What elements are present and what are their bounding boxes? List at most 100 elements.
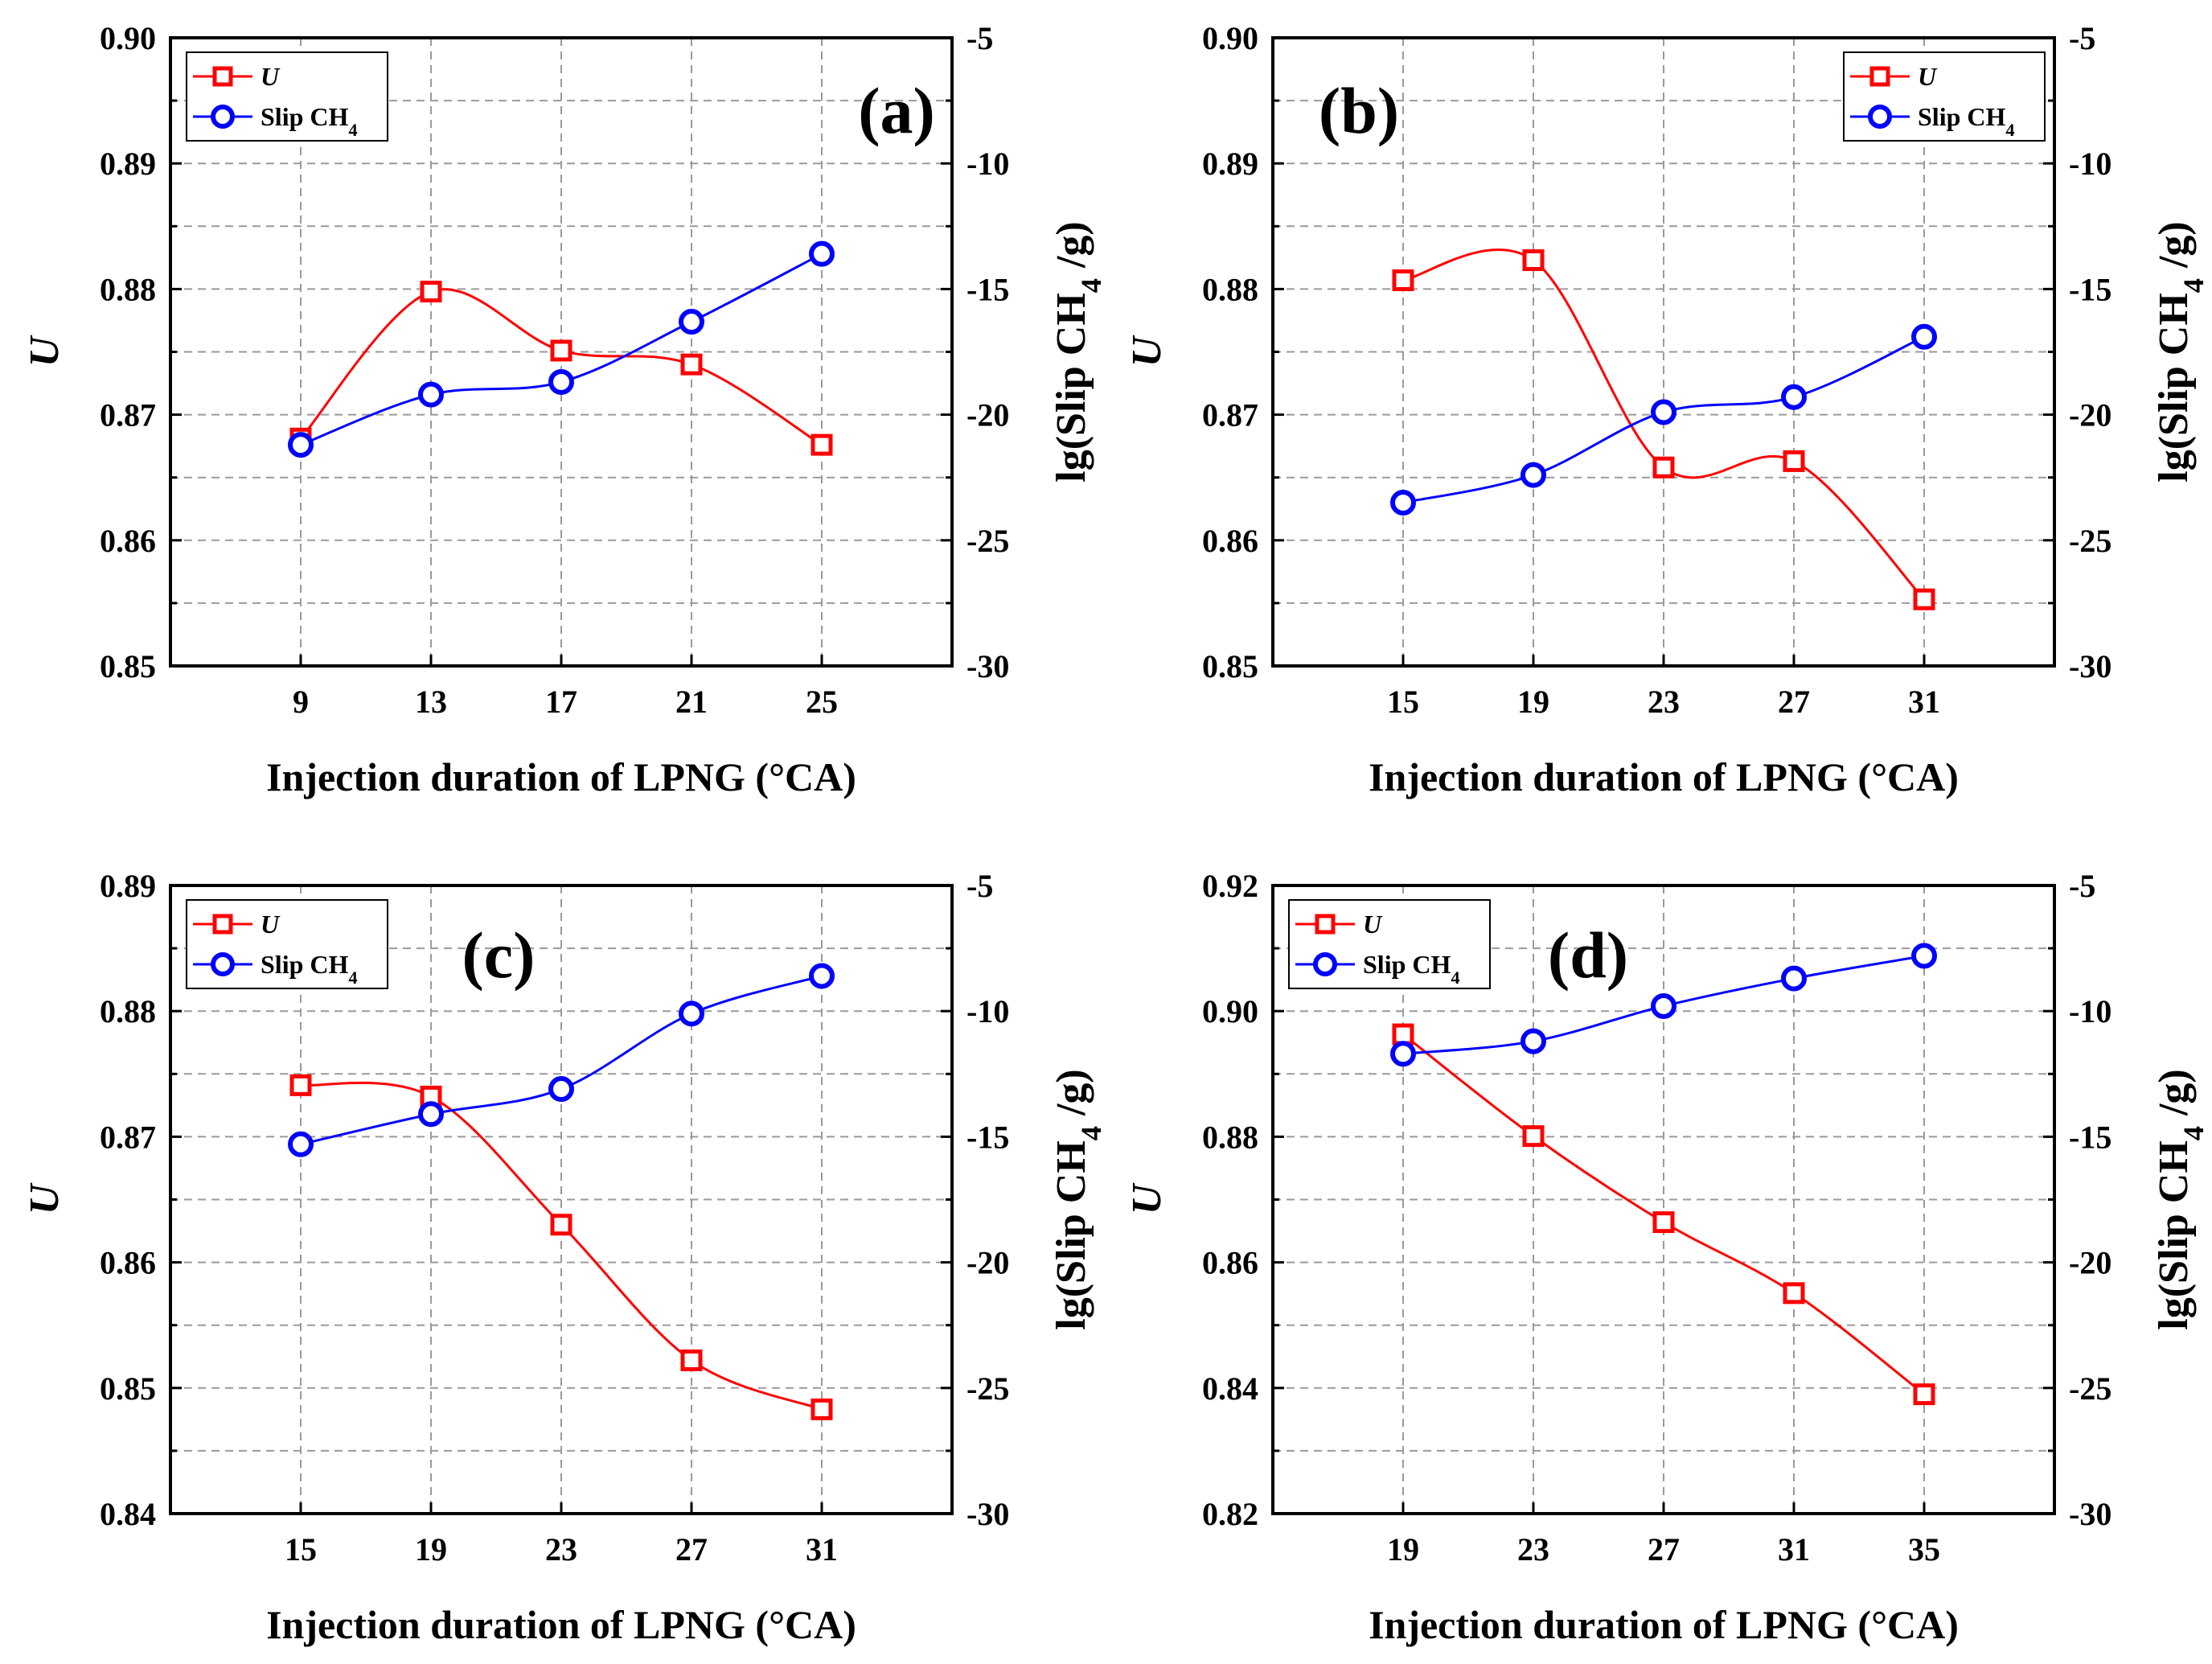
data-point-u [1913,1383,1935,1406]
y2-tick-label: -25 [2069,1370,2111,1407]
y2-axis-title: lg(Slip CH4 /g) [1049,221,1107,482]
y2-axis-title: lg(Slip CH4 /g) [2151,1069,2210,1329]
x-tick-label: 23 [1517,1531,1549,1567]
legend-marker-u [212,914,233,935]
x-axis-title: Injection duration of LPNG (°CA) [1369,754,1959,799]
y-axis-title: U [22,335,68,367]
x-tick-label: 15 [285,1531,317,1567]
x-tick-label: 9 [293,684,309,720]
y-tick-label: 0.85 [1202,648,1258,684]
axis-ticks [170,884,952,1515]
y-tick-label: 0.82 [1202,1496,1258,1532]
x-tick-label: 25 [806,684,838,720]
data-point-u [680,353,703,376]
legend-marker-u [1315,914,1336,935]
gridlines [1273,38,2054,666]
data-point-slip-ch4 [418,381,444,408]
gridlines [170,38,952,666]
legend: U Slip CH4 [186,899,388,989]
y-tick-label: 0.92 [1202,868,1258,904]
data-point-slip-ch4 [809,240,835,267]
y-tick-label: 0.85 [100,1370,156,1407]
legend-label-u: U [1363,910,1383,939]
data-point-slip-ch4 [1781,965,1807,992]
gridlines [170,885,952,1514]
legend-label-slip-ch4: Slip CH4 [261,102,358,140]
legend-marker-slip-ch4 [1868,105,1892,129]
x-tick-label: 27 [1648,1531,1680,1567]
legend-marker-slip-ch4 [211,105,235,129]
x-tick-label: 19 [1517,684,1549,720]
x-axis-title: Injection duration of LPNG (°CA) [266,754,856,799]
data-point-slip-ch4 [1520,1028,1546,1054]
panel-label: (b) [1319,74,1399,147]
legend: U Slip CH4 [1843,51,2046,142]
axis-ticks [170,36,952,668]
y-tick-label: 0.89 [100,868,156,904]
data-point-slip-ch4 [418,1101,444,1128]
y2-tick-label: -30 [966,648,1009,684]
legend: U Slip CH4 [1288,899,1491,989]
chart-panel-c: 15 19 23 27 31 0.84 0.85 0.86 0.87 0.88 0.89 -30 -25… [22,868,1107,1647]
y-axis-title: U [1124,1182,1170,1214]
data-point-slip-ch4 [1651,992,1676,1019]
data-point-u [550,1214,572,1236]
data-point-slip-ch4 [1390,1041,1416,1067]
y-axis-title: U [1124,335,1170,367]
data-point-u [1392,269,1414,291]
legend-label-u: U [261,910,281,939]
data-point-slip-ch4 [1651,399,1676,425]
y2-tick-label: -15 [2069,1119,2111,1155]
data-point-slip-ch4 [679,309,704,335]
x-tick-label: 31 [1908,684,1940,720]
y-axis-title: U [22,1182,68,1214]
legend-label-u: U [261,62,281,91]
data-point-slip-ch4 [809,963,835,989]
y2-tick-label: -10 [2069,146,2111,182]
y-tick-label: 0.88 [1202,1119,1258,1155]
chart-panel-d: 19 23 27 31 35 0.82 0.84 0.86 0.88 0.90 0.92 -30 -25… [1124,868,2210,1647]
panel-label: (d) [1548,918,1628,992]
y2-tick-label: -15 [966,271,1009,307]
y2-tick-label: -10 [966,146,1009,182]
data-point-u [1652,1211,1675,1234]
data-point-u [420,281,442,303]
y-tick-label: 0.86 [100,523,156,559]
y-tick-label: 0.87 [1202,397,1258,433]
y2-tick-label: -20 [966,1245,1009,1281]
y-tick-label: 0.88 [1202,271,1258,307]
y2-tick-label: -10 [966,993,1009,1029]
y2-tick-label: -25 [966,523,1009,559]
chart-panel-b: 15 19 23 27 31 0.85 0.86 0.87 0.88 0.89 0.90 -30 -25… [1124,20,2210,799]
data-point-slip-ch4 [288,1131,314,1157]
legend-label-slip-ch4: Slip CH4 [1918,102,2015,140]
data-point-u [1783,450,1805,472]
data-point-slip-ch4 [679,1000,704,1027]
x-tick-label: 21 [675,684,708,720]
legend-marker-u [1869,66,1890,87]
x-tick-label: 35 [1908,1531,1940,1567]
y2-tick-label: -25 [966,1370,1009,1407]
y2-tick-label: -5 [2069,868,2095,904]
y2-axis-title: lg(Slip CH4 /g) [1049,1069,1107,1329]
legend-label-slip-ch4: Slip CH4 [261,950,358,988]
y2-tick-label: -15 [2069,271,2111,307]
data-point-u [811,1398,833,1420]
y2-tick-label: -5 [966,20,993,56]
x-axis-title: Injection duration of LPNG (°CA) [1369,1602,1959,1647]
legend-marker-slip-ch4 [211,952,235,976]
x-tick-label: 13 [415,684,447,720]
y-tick-label: 0.88 [100,993,156,1029]
axis-ticks [1273,884,2054,1515]
data-point-u [1913,588,1935,610]
y-tick-label: 0.84 [1202,1370,1258,1407]
y-tick-label: 0.86 [1202,1245,1258,1281]
y2-tick-label: -15 [966,1119,1009,1155]
data-point-slip-ch4 [1911,943,1937,969]
legend-label-slip-ch4: Slip CH4 [1363,950,1460,988]
y2-tick-label: -30 [2069,648,2111,684]
y2-axis-title: lg(Slip CH4 /g) [2151,221,2210,482]
y2-tick-label: -30 [966,1496,1009,1532]
x-tick-label: 31 [806,1531,838,1567]
y-tick-label: 0.85 [100,648,156,684]
